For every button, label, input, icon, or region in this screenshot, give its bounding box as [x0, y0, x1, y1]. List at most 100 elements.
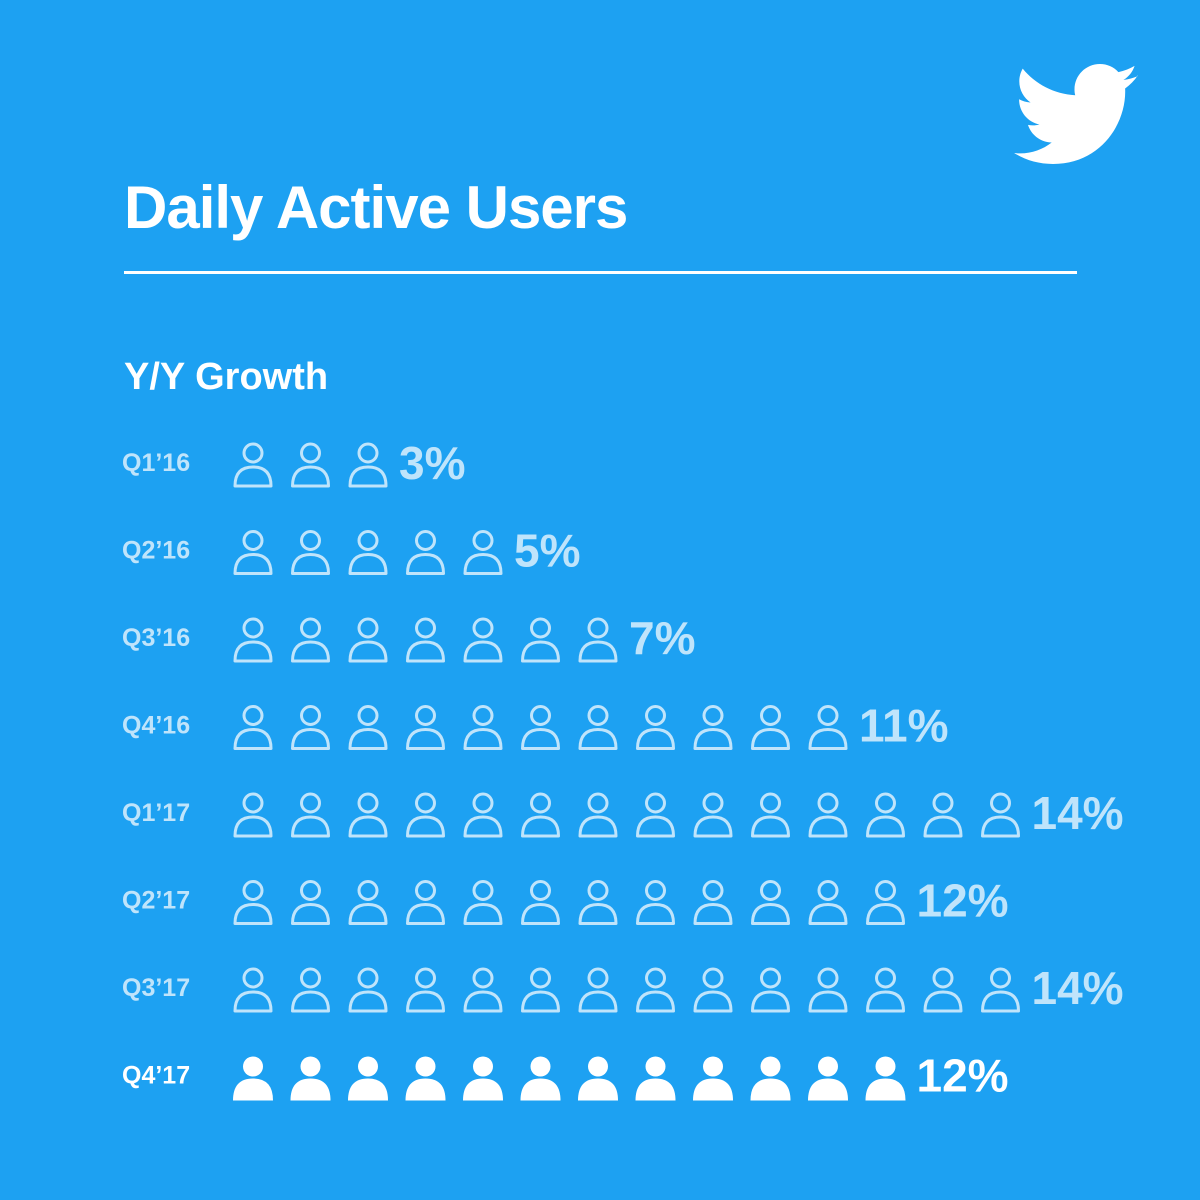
person-icon [808, 1056, 848, 1101]
person-icon [233, 880, 273, 925]
person-icon [348, 792, 388, 838]
person-icon [348, 442, 388, 488]
person-icon [290, 1056, 331, 1101]
person-icon [578, 792, 618, 838]
value-label: 3% [399, 437, 465, 489]
value-label: 7% [629, 612, 695, 664]
person-icon [751, 880, 790, 925]
person-icon [808, 967, 848, 1013]
value-label: 14% [1032, 962, 1124, 1014]
person-icon [233, 530, 273, 575]
person-icon [463, 967, 503, 1013]
person-icon [636, 967, 675, 1013]
person-icon [291, 967, 330, 1013]
person-icon [406, 880, 445, 925]
person-icon [233, 705, 273, 750]
value-label: 14% [1032, 787, 1124, 839]
chart-subtitle: Y/Y Growth [124, 356, 329, 398]
person-icon [463, 880, 503, 925]
person-icon [463, 530, 503, 575]
person-icon [751, 792, 790, 838]
person-icon [578, 1056, 618, 1101]
person-icon [463, 792, 503, 838]
person-icon [406, 705, 445, 750]
value-label: 12% [917, 1050, 1009, 1102]
person-icon [981, 967, 1020, 1013]
person-icon [233, 1056, 273, 1101]
person-icon [578, 617, 618, 663]
person-icon [233, 792, 273, 838]
person-icon [693, 1056, 733, 1101]
person-icon [406, 967, 445, 1013]
person-icon [865, 1056, 906, 1101]
person-icon [521, 792, 560, 838]
person-icon [521, 880, 560, 925]
person-icon [923, 967, 963, 1013]
person-icon [981, 792, 1020, 838]
category-label: Q1’17 [122, 799, 190, 827]
person-icon [578, 705, 618, 750]
person-icon [348, 617, 388, 663]
value-label: 11% [859, 700, 949, 752]
person-icon [405, 1056, 446, 1101]
person-icon [463, 617, 503, 663]
value-label: 5% [514, 525, 580, 577]
category-label: Q3’17 [122, 974, 190, 1002]
category-label: Q4’16 [122, 712, 190, 740]
person-icon [521, 705, 560, 750]
category-label: Q1’16 [122, 449, 190, 477]
person-icon [521, 967, 560, 1013]
person-icon [808, 880, 848, 925]
person-icon [291, 792, 330, 838]
title-divider [124, 271, 1077, 274]
person-icon [348, 967, 388, 1013]
person-icon [693, 792, 733, 838]
person-icon [463, 1056, 503, 1101]
person-icon [808, 792, 848, 838]
person-icon [291, 705, 330, 750]
value-label: 12% [917, 875, 1009, 927]
person-icon [693, 880, 733, 925]
person-icon [521, 617, 560, 663]
person-icon [406, 792, 445, 838]
person-icon [866, 880, 905, 925]
category-label: Q2’16 [122, 537, 190, 565]
person-icon [693, 705, 733, 750]
page-title: Daily Active Users [124, 174, 628, 241]
person-icon [348, 880, 388, 925]
person-icon [808, 705, 848, 750]
person-icon [233, 442, 273, 488]
person-icon [751, 705, 790, 750]
category-label: Q3’16 [122, 624, 190, 652]
person-icon [636, 705, 675, 750]
person-icon [520, 1056, 561, 1101]
person-icon [348, 530, 388, 575]
person-icon [635, 1056, 676, 1101]
person-icon [406, 530, 445, 575]
category-label: Q2’17 [122, 887, 190, 915]
person-icon [751, 967, 790, 1013]
person-icon [291, 617, 330, 663]
person-icon [923, 792, 963, 838]
twitter-bird-icon [1014, 64, 1138, 164]
person-icon [463, 705, 503, 750]
person-icon [291, 530, 330, 575]
category-label: Q4’17 [122, 1062, 190, 1090]
person-icon [233, 967, 273, 1013]
person-icon [866, 792, 905, 838]
person-icon [578, 967, 618, 1013]
person-icon [233, 617, 273, 663]
person-icon [291, 442, 330, 488]
person-icon [866, 967, 905, 1013]
person-icon [693, 967, 733, 1013]
person-icon [406, 617, 445, 663]
person-icon [636, 880, 675, 925]
person-icon [348, 1056, 388, 1101]
person-icon [636, 792, 675, 838]
person-icon [291, 880, 330, 925]
person-icon [348, 705, 388, 750]
person-icon [750, 1056, 791, 1101]
person-icon [578, 880, 618, 925]
